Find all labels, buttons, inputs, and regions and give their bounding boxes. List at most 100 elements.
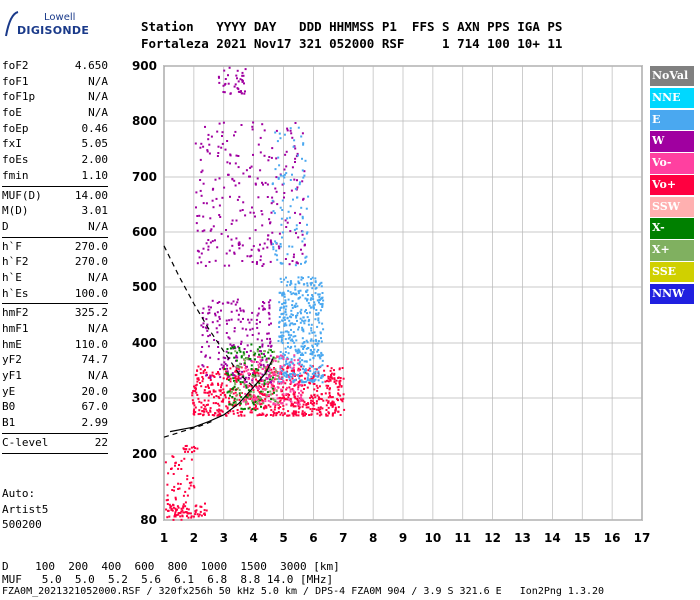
- echo-point: [222, 400, 224, 403]
- echo-point: [229, 347, 232, 350]
- echo-point: [236, 301, 239, 304]
- echo-point: [301, 368, 304, 371]
- echo-point: [285, 360, 288, 363]
- echo-point: [280, 382, 283, 385]
- echo-point: [206, 391, 209, 394]
- echo-point: [278, 316, 281, 318]
- echo-point: [211, 321, 214, 324]
- echo-point: [223, 91, 226, 94]
- echo-point: [280, 365, 283, 368]
- echo-point: [273, 212, 276, 215]
- echo-point: [206, 150, 209, 153]
- echo-point: [280, 217, 283, 220]
- echo-point: [226, 391, 229, 394]
- echo-point: [248, 321, 251, 324]
- echo-point: [258, 249, 261, 252]
- echo-point: [314, 373, 317, 376]
- echo-point: [226, 348, 229, 350]
- echo-point: [196, 215, 199, 217]
- echo-point: [243, 348, 246, 350]
- echo-point: [330, 396, 333, 399]
- param-divider: [2, 303, 108, 305]
- echo-point: [286, 386, 288, 389]
- echo-point: [197, 377, 200, 380]
- echo-point: [307, 373, 310, 376]
- echo-point: [336, 398, 339, 401]
- echo-point: [236, 409, 239, 411]
- echo-point: [217, 152, 220, 154]
- echo-point: [222, 364, 225, 367]
- y-tick-label: 900: [132, 59, 157, 73]
- echo-point: [303, 381, 305, 384]
- echo-point: [291, 404, 294, 406]
- echo-point: [218, 301, 221, 303]
- echo-point: [301, 359, 304, 362]
- echo-point: [317, 409, 320, 412]
- echo-point: [299, 289, 302, 292]
- echo-point: [300, 276, 303, 279]
- param-row: hmF2 325.2: [2, 305, 108, 321]
- echo-point: [275, 390, 278, 393]
- echo-point: [327, 396, 330, 399]
- echo-point: [273, 350, 276, 353]
- echo-point: [315, 312, 317, 315]
- echo-point: [257, 364, 260, 367]
- echo-point: [294, 345, 297, 348]
- echo-point: [313, 331, 316, 334]
- echo-point: [194, 390, 197, 393]
- echo-point: [213, 339, 216, 341]
- echo-point: [286, 373, 288, 376]
- echo-point: [289, 379, 292, 382]
- echo-point: [236, 411, 239, 414]
- echo-point: [203, 399, 206, 402]
- echo-point: [264, 373, 267, 376]
- echo-point: [301, 328, 304, 331]
- echo-point: [200, 194, 203, 197]
- echo-point: [184, 505, 187, 508]
- echo-point: [236, 398, 239, 401]
- echo-point: [256, 326, 259, 329]
- echo-point: [305, 291, 308, 293]
- x-tick-label: 7: [339, 531, 347, 545]
- echo-point: [311, 403, 314, 406]
- echo-point: [172, 503, 174, 506]
- echo-point: [207, 413, 210, 416]
- echo-point: [207, 376, 210, 379]
- echo-point: [235, 219, 238, 222]
- echo-point: [270, 409, 273, 412]
- echo-point: [298, 282, 301, 285]
- echo-point: [222, 356, 225, 359]
- echo-point: [301, 230, 304, 233]
- echo-point: [281, 294, 284, 297]
- echo-point: [260, 378, 263, 381]
- echo-point: [319, 406, 322, 409]
- echo-point: [280, 281, 283, 283]
- echo-point: [233, 179, 236, 182]
- legend-item: NoVal: [650, 66, 694, 87]
- param-row: foF2 4.650: [2, 58, 108, 74]
- echo-point: [174, 496, 177, 499]
- echo-point: [243, 381, 246, 383]
- echo-point: [193, 445, 195, 448]
- echo-point: [217, 414, 220, 417]
- echo-point: [294, 211, 296, 214]
- echo-point: [289, 364, 292, 367]
- echo-point: [288, 399, 291, 402]
- echo-point: [232, 344, 235, 347]
- echo-point: [168, 503, 171, 506]
- echo-point: [267, 159, 270, 162]
- echo-point: [182, 506, 185, 509]
- echo-point: [287, 345, 289, 348]
- echo-point: [278, 357, 281, 360]
- echo-point: [204, 405, 207, 408]
- echo-point: [290, 132, 293, 135]
- echo-point: [291, 375, 293, 378]
- echo-point: [289, 375, 292, 378]
- echo-point: [290, 309, 293, 312]
- echo-point: [307, 195, 310, 198]
- echo-point: [185, 448, 188, 451]
- echo-point: [225, 332, 228, 334]
- echo-point: [295, 316, 298, 319]
- echo-point: [330, 367, 333, 370]
- echo-point: [273, 367, 275, 369]
